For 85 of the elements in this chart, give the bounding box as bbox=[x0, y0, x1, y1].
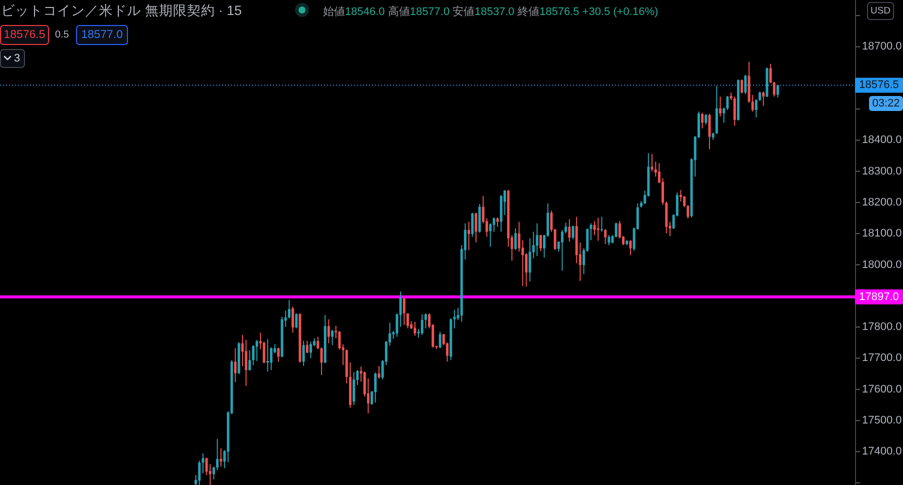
candlestick bbox=[568, 218, 571, 242]
candlestick bbox=[474, 212, 478, 243]
candlestick bbox=[277, 347, 280, 362]
candlestick bbox=[629, 240, 632, 256]
buy-price-box: 18577.0 bbox=[76, 25, 128, 45]
price-label-box: 17897.0 bbox=[855, 289, 903, 304]
candlestick bbox=[733, 96, 736, 126]
candlestick bbox=[438, 331, 442, 349]
candlestick bbox=[198, 460, 201, 485]
y-tick-label: 18100.0 bbox=[862, 228, 902, 240]
candlestick bbox=[539, 234, 542, 252]
y-tick-label: 17400.0 bbox=[862, 446, 902, 458]
candlestick bbox=[468, 221, 470, 251]
candlestick bbox=[270, 346, 272, 371]
annotation: 0.5 bbox=[55, 30, 70, 40]
candlestick bbox=[352, 372, 356, 406]
candlestick bbox=[262, 341, 266, 364]
candlestick bbox=[744, 74, 747, 95]
candlestick bbox=[241, 334, 244, 367]
candlestick bbox=[320, 347, 323, 376]
y-tick-label: 17800.0 bbox=[862, 321, 902, 334]
y-tick-label: 18200.0 bbox=[862, 196, 902, 208]
candlestick bbox=[528, 238, 532, 282]
candlestick bbox=[496, 216, 499, 228]
y-tick-label: 17500.0 bbox=[862, 414, 902, 427]
candlestick bbox=[608, 234, 610, 246]
candlestick bbox=[762, 91, 765, 106]
candlestick bbox=[600, 216, 603, 232]
candlestick bbox=[252, 344, 255, 366]
candlestick bbox=[536, 222, 538, 257]
candlestick bbox=[302, 340, 305, 367]
candlestick bbox=[564, 222, 568, 234]
candlestick bbox=[604, 228, 607, 244]
candlestick bbox=[708, 114, 711, 150]
ref-line-label: 18576.5 bbox=[859, 79, 899, 92]
candlestick bbox=[309, 341, 312, 359]
candlestick bbox=[234, 348, 237, 383]
candlestick bbox=[402, 297, 406, 326]
y-tick-label: 17600.0 bbox=[862, 383, 902, 396]
candlestick bbox=[378, 366, 380, 379]
candlestick bbox=[758, 91, 762, 102]
candlestick bbox=[596, 217, 600, 242]
annotation: 3 bbox=[14, 52, 20, 64]
candlestick bbox=[374, 372, 377, 403]
y-tick-label: 18300.0 bbox=[862, 165, 902, 178]
y-tick-label: 17700.0 bbox=[862, 352, 902, 364]
candlestick bbox=[327, 318, 330, 344]
y-tick-label: 18700.0 bbox=[862, 40, 902, 53]
candlestick bbox=[288, 299, 290, 319]
candlestick bbox=[572, 225, 574, 240]
candlestick bbox=[701, 112, 704, 129]
candlestick bbox=[292, 306, 294, 334]
candlestick bbox=[295, 312, 298, 329]
candlestick bbox=[776, 84, 780, 98]
candlestick bbox=[514, 228, 517, 251]
countdown-box: 03:22 bbox=[869, 96, 903, 111]
candlestick bbox=[331, 329, 334, 346]
candlestick bbox=[740, 78, 744, 94]
sell-price-box: 18576.5 bbox=[0, 25, 49, 45]
currency-box: USD bbox=[867, 2, 894, 20]
candlestick bbox=[704, 114, 708, 126]
candlestick bbox=[754, 98, 758, 118]
candlestick bbox=[680, 190, 682, 202]
annotation: 18577.0 bbox=[81, 29, 123, 41]
candlestick bbox=[414, 321, 416, 336]
candlestick bbox=[306, 340, 308, 354]
candlestick bbox=[266, 338, 269, 372]
candlestick bbox=[420, 314, 424, 336]
text: 始値18546.0 高値18577.0 安値18537.0 終値18576.5 +30.5 (+0.16%) bbox=[323, 5, 658, 18]
candlestick bbox=[489, 222, 492, 248]
candlestick bbox=[406, 312, 409, 329]
indicators-toggle: 3 bbox=[0, 49, 25, 68]
chart-title: ビットコイン／米ドル 無期限契約 · 15 bbox=[1, 3, 242, 18]
candlestick bbox=[560, 229, 564, 272]
price-label-box: 18576.5 bbox=[855, 78, 903, 93]
candlestick bbox=[256, 339, 258, 362]
candlestick bbox=[719, 96, 722, 117]
candlestick bbox=[471, 212, 474, 238]
y-tick-label: 18400.0 bbox=[862, 134, 902, 146]
candlestick bbox=[248, 350, 251, 372]
candlestick bbox=[316, 336, 320, 350]
ref-line-label: 17897.0 bbox=[859, 290, 899, 303]
y-tick-label: 18000.0 bbox=[862, 258, 902, 271]
annotation: 18576.5 bbox=[4, 29, 46, 41]
candlestick bbox=[244, 339, 248, 386]
